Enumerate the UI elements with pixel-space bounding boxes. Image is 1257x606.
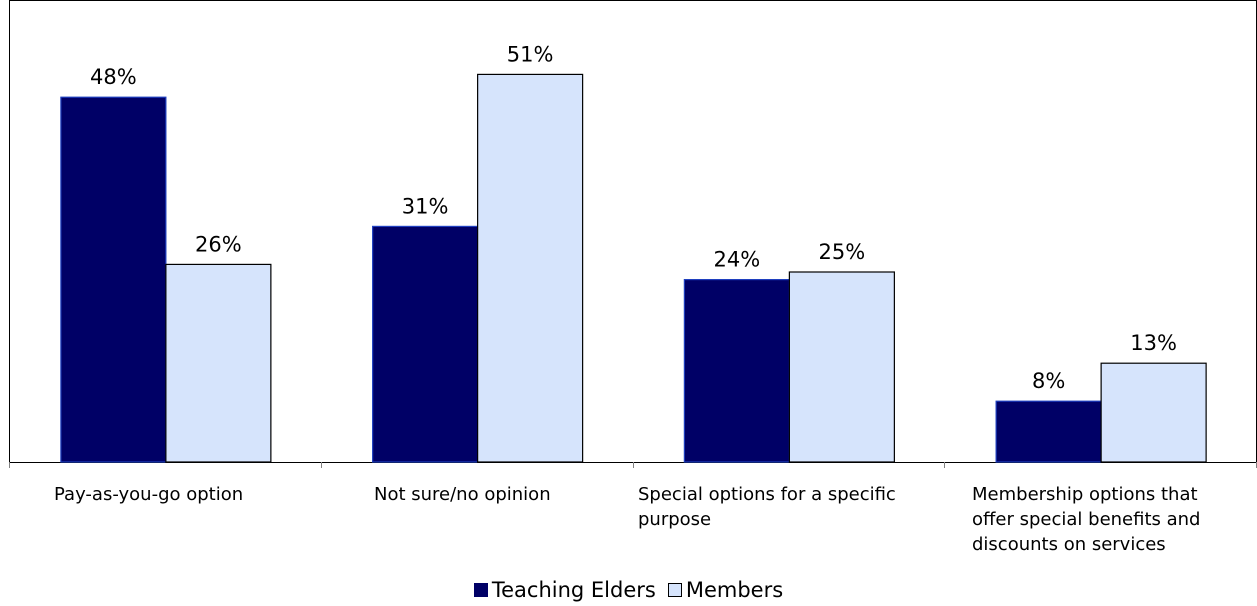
legend-swatch-teaching-elders (473, 583, 488, 597)
value-label-teaching-elders: 24% (714, 248, 761, 272)
bar-teaching-elders (372, 225, 479, 463)
category-label-not-sure: Not sure/no opinion (374, 484, 551, 505)
value-label-members: 25% (819, 240, 866, 264)
legend-label-teaching-elders: Teaching Elders (491, 578, 656, 602)
legend-item-members: Members (667, 578, 784, 602)
legend-item-teaching-elders: Teaching Elders (473, 578, 656, 602)
value-label-teaching-elders: 8% (1032, 369, 1065, 393)
category-label-pay-as-you-go: Pay-as-you-go option (54, 484, 244, 505)
bar-members (477, 73, 584, 463)
legend-swatch-members (667, 583, 682, 597)
bar-teaching-elders (683, 279, 790, 463)
category-label-special-options: Special options for a specific purpose (638, 484, 896, 530)
value-label-members: 51% (507, 42, 554, 66)
value-label-teaching-elders: 31% (402, 194, 449, 218)
bar-members (788, 271, 895, 463)
legend-label-members: Members (685, 578, 784, 602)
category-label-membership-options: Membership options that offer special be… (972, 484, 1201, 555)
bar-teaching-elders (60, 96, 167, 463)
value-label-members: 13% (1130, 331, 1177, 355)
bar-members (1100, 362, 1207, 463)
value-label-members: 26% (195, 232, 242, 256)
bar-members (165, 263, 272, 463)
value-labels: 48% 26% 31% 51% 24% 25% 8% 13% (90, 42, 1177, 393)
value-label-teaching-elders: 48% (90, 65, 137, 89)
bar-teaching-elders (995, 400, 1102, 463)
bars (60, 73, 1207, 463)
legend: Teaching Elders Members (0, 577, 1257, 603)
